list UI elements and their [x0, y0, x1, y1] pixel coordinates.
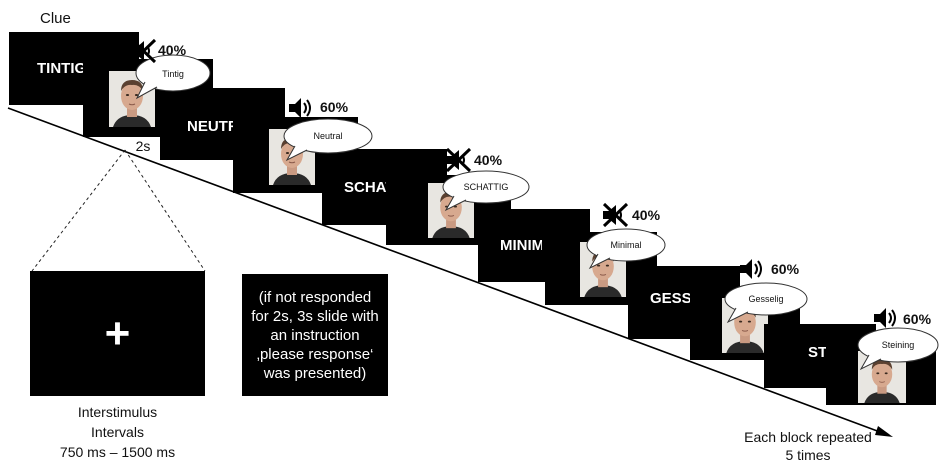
speaker-muted-icon — [602, 202, 629, 228]
fixation-screen: + — [30, 271, 205, 396]
speaker-muted-icon — [445, 147, 472, 173]
fixation-cross: + — [104, 308, 131, 358]
instruction-note-text: (if not responded for 2s, 3s slide with … — [251, 288, 379, 382]
zoom-line-right — [124, 149, 206, 272]
repeat-line: Each block repeated — [744, 429, 872, 445]
duration-label: 2s — [135, 138, 151, 154]
face-photo — [722, 298, 768, 353]
isi-line: Intervals — [91, 424, 144, 440]
speaker-icon — [874, 308, 896, 328]
speaker-icon — [289, 98, 311, 118]
clue-word: TINTIG — [37, 60, 87, 77]
speaker-muted-icon — [130, 38, 157, 64]
isi-label: Interstimulus Intervals 750 ms – 1500 ms — [30, 402, 205, 462]
speech-bubble: Tintig — [135, 54, 211, 100]
speaker-icon — [740, 259, 762, 279]
clue-word: STEINING — [808, 344, 828, 361]
speech-bubble: Minimal — [586, 228, 666, 270]
speech-text: SCHATTIG — [463, 182, 509, 192]
speech-bubble: Steining — [857, 327, 939, 371]
clue-word: MINIMAL — [500, 237, 542, 254]
isi-line: 750 ms – 1500 ms — [59, 444, 176, 460]
volume-percent: 40% — [632, 207, 661, 223]
face-photo — [109, 71, 155, 127]
volume-percent: 60% — [771, 261, 800, 277]
volume-percent: 60% — [903, 311, 932, 327]
clue-word: GESSELIG — [650, 290, 692, 307]
volume-percent: 40% — [474, 152, 503, 168]
repeat-label: Each block repeated 5 times — [728, 428, 888, 464]
zoom-line-left — [31, 149, 126, 272]
speech-bubble: SCHATTIG — [442, 170, 530, 212]
clue-header: Clue — [40, 10, 71, 27]
volume-percent: 60% — [320, 99, 349, 115]
speech-text: Neutral — [313, 131, 343, 141]
speech-text: Steining — [881, 340, 915, 350]
speech-text: Gesselig — [748, 294, 784, 304]
volume-percent: 40% — [158, 42, 187, 58]
speech-text: Minimal — [610, 240, 642, 250]
clue-word: NEUTRAL — [187, 118, 235, 135]
speech-bubble: Neutral — [283, 118, 373, 162]
isi-line: Interstimulus — [77, 404, 158, 420]
speech-bubble: Gesselig — [724, 282, 808, 324]
repeat-line: 5 times — [785, 447, 831, 463]
instruction-note: (if not responded for 2s, 3s slide with … — [242, 274, 388, 396]
speech-text: Tintig — [162, 69, 184, 79]
